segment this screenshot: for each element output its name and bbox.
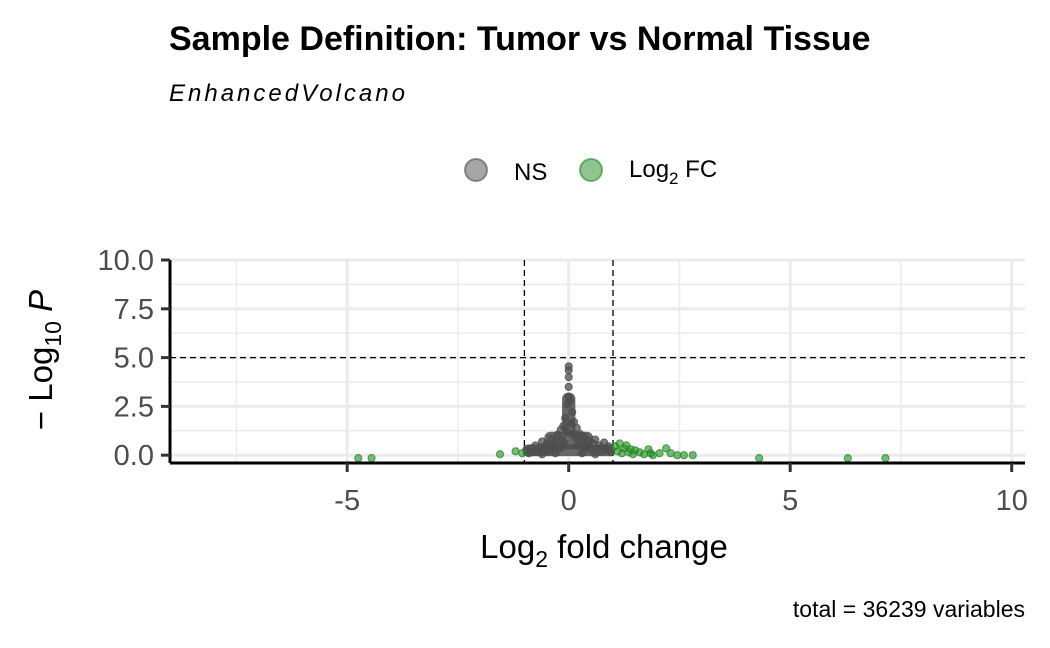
fc-point [688,451,697,460]
caption: total = 36239 variables [793,596,1025,622]
chart-subtitle: EnhancedVolcano [169,80,408,107]
tick-labels: -5 0 5 10 0.0 2.5 5.0 7.5 10.0 [98,245,1028,517]
fc-point [755,454,764,463]
ns-point [562,427,571,436]
x-tick-label: 10 [996,485,1028,517]
fc-point [648,451,657,460]
fc-point [881,454,890,463]
legend-key-fc [579,158,603,182]
ns-point [577,449,587,458]
x-tick-label: -5 [334,485,360,517]
ns-point [561,414,570,423]
fc-point [511,447,520,456]
ns-point [560,439,569,448]
ns-point [564,362,573,371]
ns-point [564,382,573,391]
legend-key-ns [464,158,488,182]
ns-point [538,450,547,459]
fc-point [673,451,682,460]
grid [170,258,1025,463]
ns-point [564,373,573,382]
ns-point [591,450,600,459]
threshold-lines [170,260,1025,463]
x-tick-label: 0 [561,485,577,517]
ns-point [565,396,575,405]
chart-title: Sample Definition: Tumor vs Normal Tissu… [169,20,871,58]
y-axis-title: − Log10 P [22,290,66,430]
ns-point [591,435,600,444]
legend: NS Log2 FC [464,156,717,188]
x-tick-label: 5 [782,485,798,517]
fc-point [518,449,527,458]
fc-point [367,454,376,463]
fc-point [843,454,852,463]
y-tick-label: 10.0 [98,245,154,277]
fc-point [666,449,675,458]
ns-point [568,408,577,417]
y-tick-label: 5.0 [114,343,154,375]
legend-label-ns: NS [514,159,547,186]
x-axis-title: Log2 fold change [480,528,728,572]
y-tick-label: 2.5 [114,391,154,423]
y-tick-label: 0.0 [114,440,154,472]
axes [161,258,1025,472]
legend-label-fc: Log2 FC [629,156,717,188]
fc-point [655,449,664,458]
y-tick-label: 7.5 [114,294,154,326]
data-points [354,362,890,463]
fc-point [679,451,688,460]
ns-point [551,449,560,458]
ns-point [551,438,560,447]
fc-point [495,450,505,459]
fc-point [354,454,363,463]
